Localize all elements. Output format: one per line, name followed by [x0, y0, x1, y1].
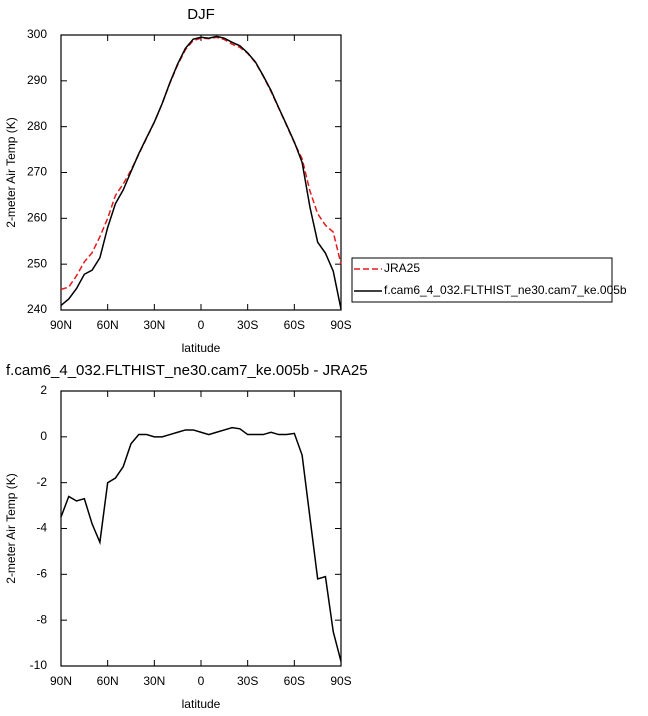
- y-tick-label: -10: [30, 658, 48, 672]
- data-line: [60, 426, 342, 662]
- data-line: [60, 36, 342, 291]
- chart-title: DJF: [187, 6, 215, 23]
- x-tick-label: 30N: [143, 318, 165, 332]
- x-tick-label: 0: [198, 318, 205, 332]
- y-tick-label: 280: [27, 119, 47, 133]
- x-tick-label: 30S: [237, 318, 258, 332]
- y-tick-label: 2: [40, 383, 47, 397]
- x-tick-label: 90N: [50, 318, 72, 332]
- x-tick-label: 60S: [284, 674, 305, 688]
- x-tick-label: 60N: [97, 674, 119, 688]
- x-tick-label: 30N: [143, 674, 165, 688]
- x-tick-label: 90S: [330, 318, 351, 332]
- y-tick-label: -8: [36, 612, 47, 626]
- x-tick-label: 90N: [50, 674, 72, 688]
- y-tick-label: -2: [36, 475, 47, 489]
- y-tick-label: 260: [27, 211, 47, 225]
- y-tick-label: -4: [36, 521, 47, 535]
- legend-label: f.cam6_4_032.FLTHIST_ne30.cam7_ke.005b: [384, 283, 627, 297]
- legend-label: JRA25: [384, 261, 420, 275]
- y-tick-label: 240: [27, 302, 47, 316]
- data-line: [60, 35, 342, 310]
- y-tick-label: 250: [27, 256, 47, 270]
- chart-title: f.cam6_4_032.FLTHIST_ne30.cam7_ke.005b -…: [6, 362, 368, 379]
- x-tick-label: 30S: [237, 674, 258, 688]
- plot-frame: [60, 34, 342, 311]
- x-tick-label: 90S: [330, 674, 351, 688]
- y-axis-label: 2-meter Air Temp (K): [4, 117, 18, 227]
- y-tick-label: 290: [27, 73, 47, 87]
- x-axis-label: latitude: [182, 697, 221, 711]
- y-axis-label: 2-meter Air Temp (K): [4, 473, 18, 583]
- y-tick-label: 300: [27, 27, 47, 41]
- legend-box: [351, 257, 613, 303]
- x-tick-label: 60N: [97, 318, 119, 332]
- y-tick-label: 270: [27, 165, 47, 179]
- y-tick-label: -6: [36, 567, 47, 581]
- x-tick-label: 60S: [284, 318, 305, 332]
- x-tick-label: 0: [198, 674, 205, 688]
- x-axis-label: latitude: [182, 341, 221, 355]
- y-tick-label: 0: [40, 429, 47, 443]
